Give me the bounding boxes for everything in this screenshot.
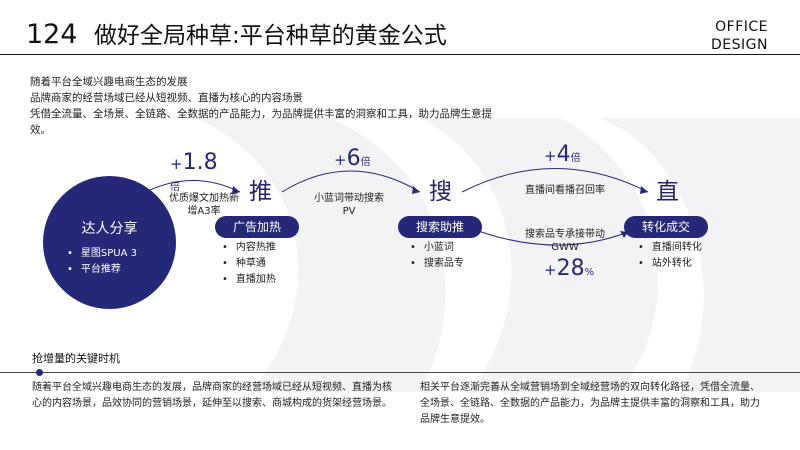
talent-list: 星图SPUA 3 平台推荐 <box>67 246 176 278</box>
section-divider <box>0 372 800 373</box>
multiplier-unit: 倍 <box>570 153 581 164</box>
page-number: 124 <box>26 19 78 50</box>
multiplier-unit: % <box>584 267 595 278</box>
note-line: 增A3率 <box>187 206 221 217</box>
multiplier-plus: + <box>334 151 347 169</box>
multiplier-1-note: 优质爆文加热新 增A3率 <box>160 192 248 218</box>
talent-share-circle: 达人分享 星图SPUA 3 平台推荐 <box>43 176 176 309</box>
multiplier-4: +28% <box>544 256 594 281</box>
multiplier-1: +1.8 <box>170 150 218 175</box>
stage-search-pill: 搜索助推 <box>398 216 482 238</box>
section-heading: 抢增量的关键时机 <box>32 352 120 365</box>
multiplier-value: 1.8 <box>182 150 218 175</box>
multiplier-value: 28 <box>556 256 585 281</box>
talent-item: 平台推荐 <box>67 262 176 278</box>
stage-direct-char: 直 <box>656 179 679 205</box>
multiplier-value: 4 <box>556 142 571 167</box>
page-title: 做好全局种草:平台种草的黄金公式 <box>94 23 447 49</box>
stage-push-list: 内容热推 种草通 直播加热 <box>222 240 276 288</box>
list-item: 小蓝词 <box>410 240 464 256</box>
list-item: 种草通 <box>222 256 276 272</box>
intro-line: 品牌商家的经营场域已经从短视频、直播为核心的内容场景 <box>30 92 303 104</box>
note-line: 小蓝词带动搜索 <box>314 193 384 204</box>
stage-push-char: 推 <box>249 179 272 205</box>
note-line: PV <box>342 206 356 217</box>
multiplier-plus: + <box>544 147 557 165</box>
multiplier-3-note: 直播间看播召回率 <box>510 184 620 197</box>
multiplier-2: +6倍 <box>334 146 371 171</box>
multiplier-4-note: 搜索品专承接带动 GWW <box>510 228 620 254</box>
brand-logo: OFFICE DESIGN <box>688 18 768 54</box>
brand-line-1: OFFICE <box>715 19 768 35</box>
multiplier-unit: 倍 <box>360 157 371 168</box>
stage-direct-pill: 转化成交 <box>624 216 708 238</box>
note-line: 直播间看播召回率 <box>525 185 605 196</box>
intro-line: 随着平台全域兴趣电商生态的发展 <box>30 76 188 88</box>
multiplier-value: 6 <box>346 146 361 171</box>
section-right-text: 相关平台逐渐完善从全域营销场到全域经营场的双向转化路径，凭借全流量、全场景、全链… <box>420 382 760 425</box>
stage-direct-list: 直播间转化 站外转化 <box>638 240 702 272</box>
multiplier-plus: + <box>170 155 183 173</box>
multiplier-2-note: 小蓝词带动搜索 PV <box>308 192 390 218</box>
multiplier-3: +4倍 <box>544 142 581 167</box>
stage-search-list: 小蓝词 搜索品专 <box>410 240 464 272</box>
note-line: 搜索品专承接带动 <box>525 229 605 240</box>
talent-title: 达人分享 <box>81 221 138 237</box>
section-left-text: 随着平台全域兴趣电商生态的发展，品牌商家的经营场域已经从短视频、直播为核心的内容… <box>32 382 392 409</box>
list-item: 搜索品专 <box>410 256 464 272</box>
stage-push-pill: 广告加热 <box>215 216 299 238</box>
note-line: GWW <box>551 242 579 253</box>
list-item: 直播间转化 <box>638 240 702 256</box>
brand-line-2: DESIGN <box>711 37 768 53</box>
section-dot <box>36 369 43 376</box>
multiplier-1-unit: 倍 <box>170 182 180 193</box>
intro-text: 随着平台全域兴趣电商生态的发展 品牌商家的经营场域已经从短视频、直播为核心的内容… <box>30 74 500 138</box>
multiplier-plus: + <box>544 261 557 279</box>
header-divider <box>0 54 800 55</box>
note-line: 优质爆文加热新 <box>169 193 239 204</box>
list-item: 内容热推 <box>222 240 276 256</box>
stage-search-char: 搜 <box>429 179 452 205</box>
list-item: 直播加热 <box>222 272 276 288</box>
intro-line: 凭借全流量、全场景、全链路、全数据的产品能力，为品牌提供丰富的洞察和工具，助力品… <box>30 108 492 136</box>
list-item: 站外转化 <box>638 256 702 272</box>
talent-item: 星图SPUA 3 <box>67 246 176 262</box>
